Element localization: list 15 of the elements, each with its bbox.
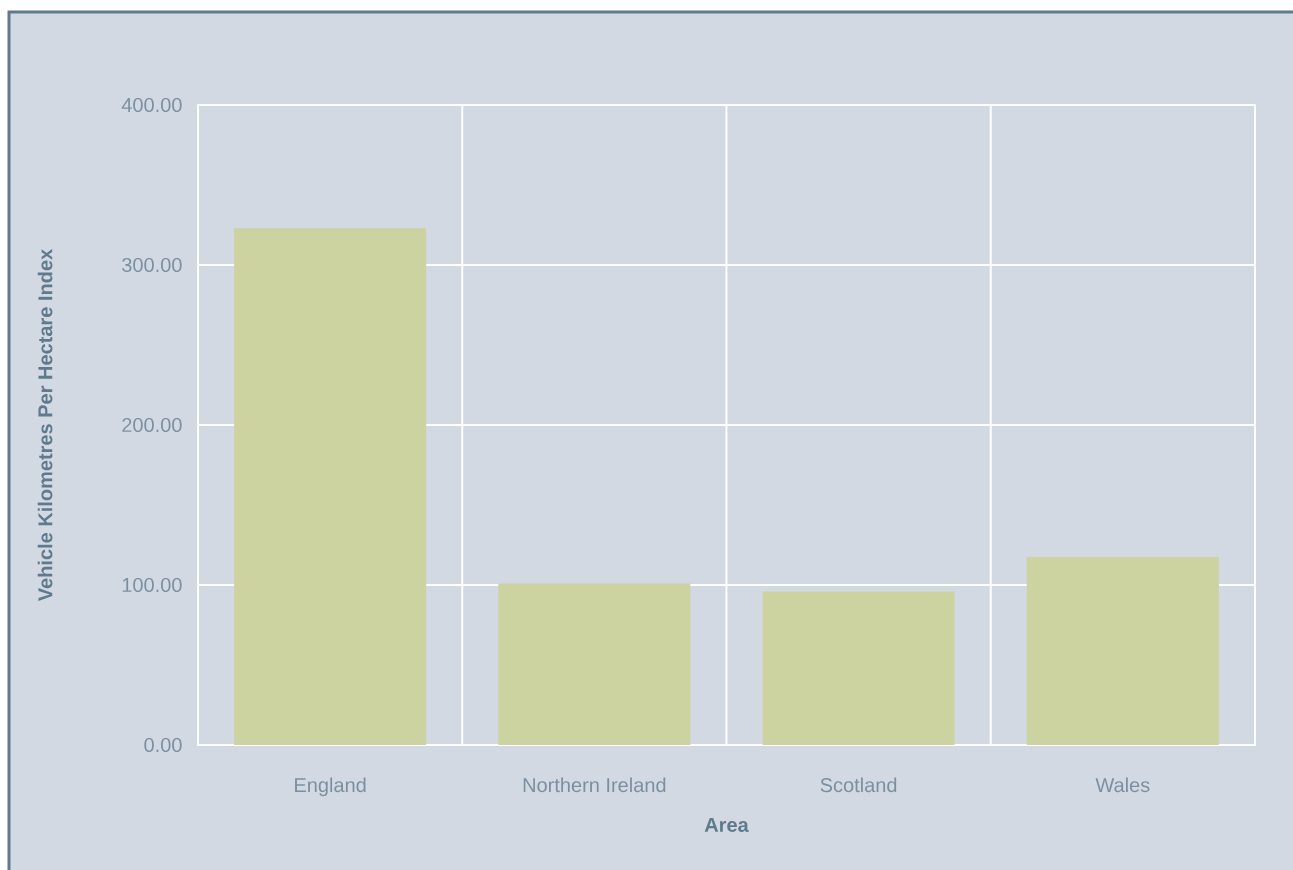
- y-tick-label: 200.00: [122, 417, 182, 433]
- y-axis-title: Vehicle Kilometres Per Hectare Index: [37, 248, 53, 602]
- x-tick-label: Northern Ireland: [523, 777, 666, 793]
- bar: [498, 583, 691, 745]
- y-tick-label: 0.00: [144, 737, 182, 753]
- x-axis-title: Area: [704, 818, 749, 832]
- y-tick-label: 300.00: [122, 257, 182, 273]
- bar: [234, 228, 427, 745]
- y-tick-label: 400.00: [121, 97, 182, 113]
- x-tick-label: Wales: [1095, 777, 1150, 793]
- bar: [762, 591, 955, 745]
- x-tick-label: Scotland: [820, 777, 897, 793]
- x-tick-label: England: [295, 777, 366, 797]
- bar: [1026, 556, 1219, 745]
- y-tick-label: 100.00: [122, 577, 182, 593]
